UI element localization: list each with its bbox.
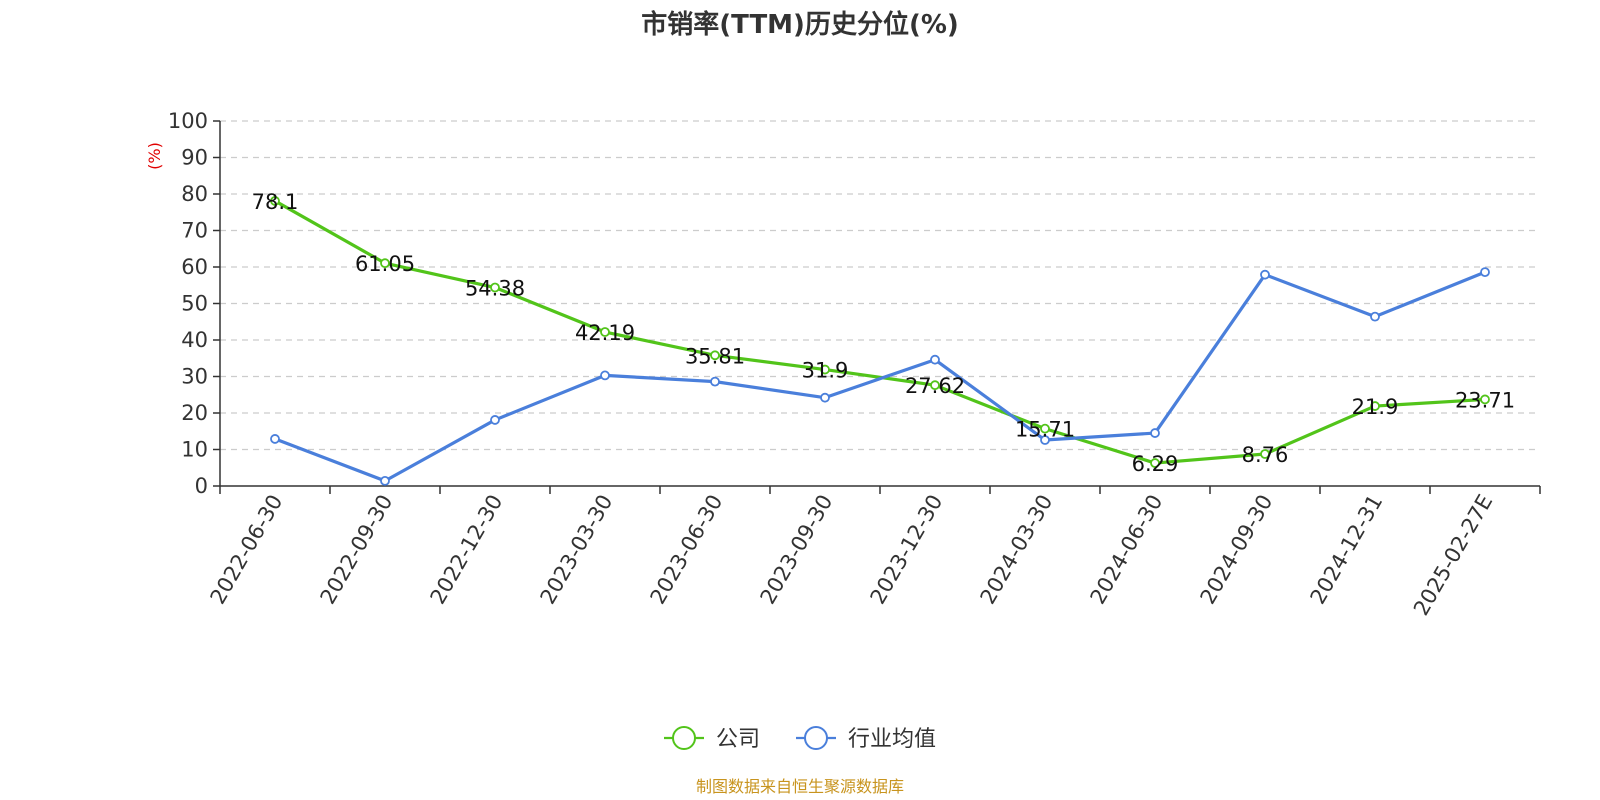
grid-lines <box>220 120 1540 451</box>
x-axis-ticks: 2022-06-30 2022-09-30 2022-12-30 2023-03-30… <box>206 486 1541 620</box>
data-point <box>710 350 720 361</box>
x-tick-label: 2022-06-30 <box>206 491 288 609</box>
legend-label-1: 行业均值 <box>848 727 936 752</box>
data-label: 27.62 <box>905 374 965 398</box>
data-point <box>380 475 390 486</box>
x-tick-label: 2025-02-27E <box>1409 491 1497 620</box>
y-tick-label: 60 <box>181 255 208 279</box>
data-labels: 78.1 61.05 54.38 42.19 35.81 31.9 27.62 15.71 6.… <box>252 190 1515 476</box>
data-label: 42.19 <box>575 321 635 345</box>
data-label: 35.81 <box>685 344 745 368</box>
source-note: 制图数据来自恒生聚源数据库 <box>696 777 904 796</box>
y-tick-label: 40 <box>181 328 208 352</box>
data-point <box>1370 311 1380 322</box>
series-line-1 <box>274 270 1486 483</box>
legend-label-0: 公司 <box>716 727 760 752</box>
series-line-0 <box>274 199 1486 465</box>
x-tick-label: 2024-12-31 <box>1306 491 1388 609</box>
x-tick-label: 2024-09-30 <box>1196 491 1278 609</box>
y-tick-label: 30 <box>181 365 208 389</box>
data-point <box>930 354 940 365</box>
data-point <box>600 327 610 337</box>
data-point <box>1260 269 1270 280</box>
data-label: 61.05 <box>355 252 415 276</box>
data-point <box>820 364 830 375</box>
data-label: 8.76 <box>1242 443 1289 467</box>
data-point <box>1260 449 1270 459</box>
x-tick-label: 2023-06-30 <box>646 491 728 609</box>
data-point <box>380 258 390 269</box>
legend-marker-0 <box>672 726 696 750</box>
data-point <box>1040 435 1050 445</box>
series-group <box>270 196 1490 486</box>
data-point <box>1150 428 1160 438</box>
x-tick-label: 2024-06-30 <box>1086 491 1168 609</box>
legend[interactable]: 公司 行业均值 <box>664 726 936 752</box>
x-tick-label: 2024-03-30 <box>976 491 1058 609</box>
data-label: 23.71 <box>1455 388 1515 412</box>
chart-title: 市销率(TTM)历史分位(%) <box>641 9 959 40</box>
data-label: 21.9 <box>1352 395 1399 419</box>
x-tick-label: 2023-03-30 <box>536 491 618 609</box>
y-tick-label: 100 <box>168 109 208 133</box>
data-point <box>1040 423 1050 434</box>
data-point <box>270 434 280 444</box>
y-tick-label: 90 <box>181 146 208 170</box>
x-tick-label: 2023-09-30 <box>756 491 838 609</box>
legend-marker-1 <box>804 726 828 750</box>
data-label: 54.38 <box>465 277 525 301</box>
data-point <box>600 370 610 381</box>
data-point <box>490 415 500 425</box>
data-point <box>1150 458 1160 468</box>
y-tick-label: 20 <box>181 401 208 425</box>
data-point <box>270 196 280 206</box>
data-point <box>1480 267 1490 278</box>
data-point <box>820 392 830 403</box>
data-label: 15.71 <box>1015 418 1075 442</box>
data-point <box>1480 394 1490 405</box>
x-tick-label: 2023-12-30 <box>866 491 948 609</box>
y-axis-ticks: 0 10 20 30 40 50 60 70 80 90 100 <box>168 109 220 498</box>
data-label: 31.9 <box>802 359 849 383</box>
y-tick-label: 80 <box>181 182 208 206</box>
y-tick-label: 0 <box>195 474 208 498</box>
y-tick-label: 10 <box>181 438 208 462</box>
data-label: 78.1 <box>252 190 299 214</box>
data-point <box>930 380 940 391</box>
x-tick-label: 2022-09-30 <box>316 491 398 609</box>
y-tick-label: 70 <box>181 219 208 243</box>
y-tick-label: 50 <box>181 292 208 316</box>
x-tick-label: 2022-12-30 <box>426 491 508 609</box>
data-point <box>710 376 720 387</box>
data-label: 6.29 <box>1132 452 1179 476</box>
data-point <box>490 282 500 293</box>
data-point <box>1370 401 1380 411</box>
y-axis-unit: (%) <box>145 142 164 170</box>
